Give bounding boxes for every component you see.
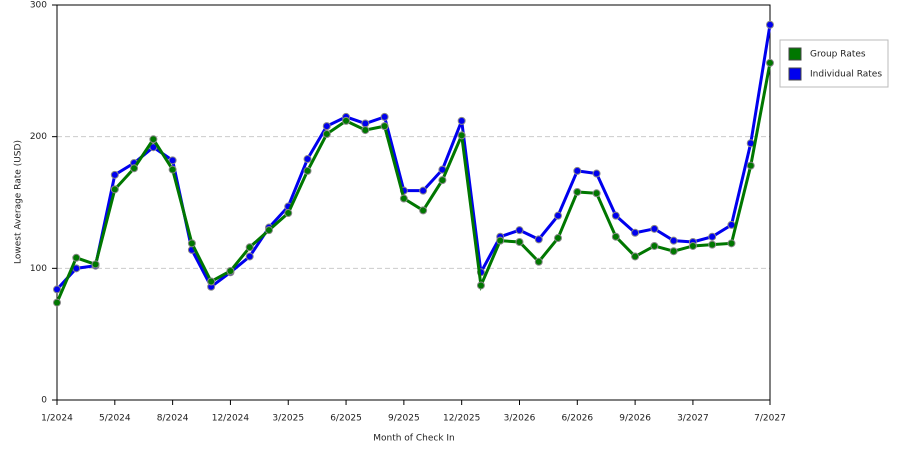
- data-point: [631, 252, 640, 261]
- y-tick-label: 300: [30, 1, 47, 11]
- data-point: [611, 211, 620, 220]
- x-tick-label: 8/2024: [157, 414, 189, 424]
- data-point: [611, 232, 620, 241]
- y-axis-label: Lowest Average Rate (USD): [14, 140, 24, 264]
- x-tick-label: 3/2026: [504, 414, 536, 424]
- data-point: [496, 236, 505, 245]
- data-point: [342, 116, 351, 125]
- data-point: [457, 116, 466, 125]
- legend-swatch: [788, 47, 802, 61]
- y-tick-label: 100: [30, 264, 47, 274]
- legend-swatch: [788, 67, 802, 81]
- data-point: [303, 155, 312, 164]
- data-point: [457, 131, 466, 140]
- data-point: [476, 281, 485, 290]
- data-point: [380, 112, 389, 121]
- data-point: [688, 241, 697, 250]
- y-tick-label: 0: [41, 396, 47, 406]
- data-point: [361, 119, 370, 128]
- x-tick-label: 7/2027: [754, 414, 786, 424]
- data-point: [361, 126, 370, 135]
- data-point: [534, 235, 543, 244]
- data-point: [669, 236, 678, 245]
- data-point: [322, 122, 331, 131]
- data-point: [149, 135, 158, 144]
- data-point: [264, 226, 273, 235]
- data-point: [168, 165, 177, 174]
- data-point: [669, 247, 678, 256]
- data-point: [554, 211, 563, 220]
- x-tick-label: 3/2025: [272, 414, 304, 424]
- data-point: [515, 238, 524, 246]
- data-point: [438, 176, 447, 185]
- data-point: [746, 161, 755, 170]
- x-axis-label: Month of Check In: [373, 434, 455, 444]
- plot-frame: [56, 4, 771, 401]
- data-point: [245, 252, 254, 261]
- data-point: [554, 234, 563, 243]
- data-point: [708, 232, 717, 241]
- data-point: [226, 266, 235, 275]
- x-tick-label: 3/2027: [677, 414, 709, 424]
- x-tick-label: 12/2024: [212, 414, 250, 424]
- data-point: [322, 130, 331, 139]
- x-tick-label: 5/2024: [99, 414, 131, 424]
- y-tick-label: 200: [30, 132, 47, 142]
- data-point: [245, 243, 254, 252]
- data-point: [207, 277, 216, 286]
- data-point: [631, 228, 640, 237]
- x-tick-label: 6/2025: [330, 414, 362, 424]
- data-point: [573, 166, 582, 175]
- x-tick-label: 9/2026: [619, 414, 651, 424]
- data-point: [534, 257, 543, 266]
- data-point: [592, 169, 601, 178]
- data-point: [592, 189, 601, 198]
- data-point: [91, 260, 100, 269]
- data-point: [399, 194, 408, 203]
- data-point: [573, 187, 582, 196]
- data-point: [650, 241, 659, 250]
- data-point: [187, 239, 196, 248]
- data-point: [727, 239, 736, 248]
- data-point: [515, 226, 524, 235]
- x-tick-label: 12/2025: [443, 414, 480, 424]
- data-point: [766, 58, 774, 67]
- data-point: [419, 186, 428, 195]
- legend-label: Group Rates: [810, 50, 866, 60]
- data-point: [284, 209, 293, 218]
- legend-label: Individual Rates: [810, 70, 882, 80]
- data-point: [130, 164, 139, 173]
- data-point: [72, 253, 81, 262]
- data-point: [53, 298, 61, 307]
- x-tick-label: 9/2025: [388, 414, 420, 424]
- data-point: [419, 206, 428, 215]
- data-point: [303, 166, 312, 175]
- data-point: [650, 224, 659, 233]
- data-point: [110, 170, 119, 179]
- data-point: [708, 240, 717, 249]
- data-point: [766, 20, 774, 29]
- data-point: [168, 156, 177, 165]
- data-point: [380, 122, 389, 131]
- data-point: [53, 285, 61, 294]
- x-tick-label: 6/2026: [561, 414, 593, 424]
- x-tick-label: 1/2024: [41, 414, 73, 424]
- data-point: [110, 185, 119, 194]
